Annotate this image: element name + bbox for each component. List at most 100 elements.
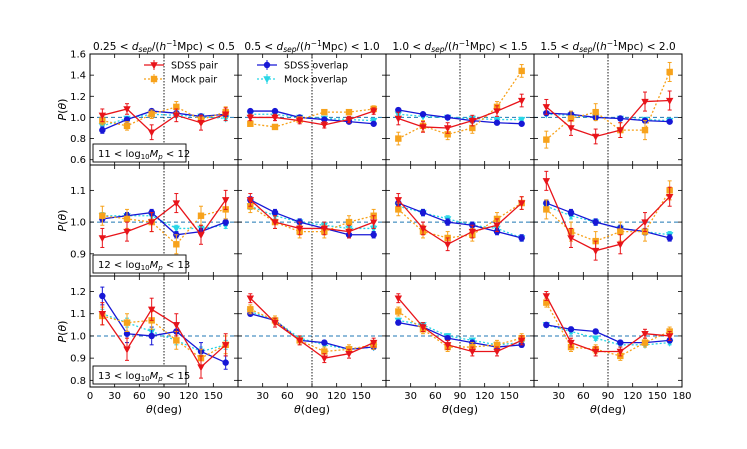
series-group xyxy=(542,170,674,261)
data-point xyxy=(173,103,180,111)
legend-marker xyxy=(150,75,158,83)
y-tick-label: 1.0 xyxy=(70,331,86,342)
data-point xyxy=(591,133,600,141)
data-point xyxy=(369,219,378,227)
series-line xyxy=(546,324,670,344)
data-point xyxy=(123,116,131,123)
data-point xyxy=(247,306,254,313)
x-axis-label: θ(deg) xyxy=(294,403,330,416)
data-point xyxy=(395,135,402,142)
data-point xyxy=(493,222,501,230)
series-line xyxy=(249,199,374,233)
data-point xyxy=(99,292,106,300)
row-label: 13 < log10Mp < 15 xyxy=(92,365,190,385)
y-tick-label: 1.0 xyxy=(70,218,86,229)
data-point xyxy=(246,197,255,205)
data-point xyxy=(493,119,501,126)
data-point xyxy=(444,131,451,138)
series-group xyxy=(98,101,230,141)
data-point xyxy=(444,334,451,342)
series-line xyxy=(545,302,670,357)
data-point xyxy=(394,197,403,205)
data-point xyxy=(98,311,107,318)
data-point xyxy=(517,200,526,208)
panel: 30 60 90 120 150 180 xyxy=(533,275,692,402)
data-point xyxy=(172,112,181,120)
legend-label: SDSS overlap xyxy=(284,61,348,72)
x-tick-label: 30 xyxy=(552,391,565,402)
data-point xyxy=(542,293,551,301)
series-group xyxy=(98,286,230,379)
data-point xyxy=(345,351,353,358)
data-point xyxy=(543,206,550,213)
series-group xyxy=(394,193,526,252)
series-line xyxy=(546,112,670,123)
data-point xyxy=(123,106,131,114)
data-point xyxy=(345,228,353,236)
x-tick-label: 150 xyxy=(352,391,371,402)
data-point xyxy=(246,295,255,303)
y-tick-label: 1.0 xyxy=(70,113,86,124)
data-point xyxy=(665,333,674,341)
series-line xyxy=(250,308,374,353)
series-line xyxy=(249,297,374,359)
panel: 30 60 90 120 150 xyxy=(237,275,387,402)
panel: 0.8 0.9 1.0 1.1 1.2 0 30 60 90 120 150 13 < log10Mp… xyxy=(70,275,239,402)
series-line xyxy=(250,110,374,125)
series-line xyxy=(102,315,226,359)
series-line xyxy=(250,108,374,128)
data-point xyxy=(617,339,624,346)
data-point xyxy=(493,341,501,349)
data-point xyxy=(247,107,254,115)
data-point xyxy=(99,212,106,219)
data-point xyxy=(666,68,673,76)
panel: 0.6 0.8 1.0 1.2 1.4 1.6 11 < log10Mp < 12 xyxy=(70,50,239,166)
data-point xyxy=(468,348,477,356)
series-group xyxy=(246,293,378,364)
panel xyxy=(385,164,535,277)
data-point xyxy=(592,108,599,116)
row-label-box xyxy=(92,365,187,385)
data-point xyxy=(567,339,575,347)
panel xyxy=(385,53,535,166)
y-tick-label: 1.2 xyxy=(70,287,86,298)
data-point xyxy=(419,111,427,118)
data-point xyxy=(395,308,402,315)
data-point xyxy=(543,321,550,329)
x-tick-label: 60 xyxy=(133,391,146,402)
panel xyxy=(237,164,387,277)
series-line xyxy=(250,205,374,230)
column-title: 1.0 < dsep/(h−1Mpc) < 1.5 xyxy=(392,39,527,54)
series-line xyxy=(546,202,670,239)
panel xyxy=(237,53,387,166)
x-tick-label: 90 xyxy=(306,391,319,402)
data-point xyxy=(468,117,477,125)
data-point xyxy=(370,231,377,238)
row-label-text: 11 < log10Mp < 12 xyxy=(98,149,190,161)
x-tick-label: 90 xyxy=(454,391,467,402)
data-point xyxy=(493,348,501,356)
series-line xyxy=(397,297,522,353)
data-point xyxy=(222,218,229,226)
x-axis-label: θ(deg) xyxy=(590,403,626,416)
x-tick-label: 180 xyxy=(672,391,691,402)
data-point xyxy=(493,108,501,116)
data-point xyxy=(369,339,378,347)
data-point xyxy=(469,124,476,132)
data-point xyxy=(247,120,254,127)
series-group xyxy=(394,64,526,146)
data-point xyxy=(543,136,550,143)
y-tick-label: 1.4 xyxy=(70,71,86,82)
series-line xyxy=(398,202,522,239)
row-label-text: 12 < log10Mp < 13 xyxy=(98,260,190,272)
data-point xyxy=(567,115,575,122)
y-axis-label: P(θ) xyxy=(56,321,69,343)
y-axis-label: P(θ) xyxy=(56,99,69,121)
data-point xyxy=(395,206,402,213)
data-point xyxy=(321,116,328,123)
data-point xyxy=(567,235,575,243)
y-tick-label: 0.8 xyxy=(70,134,86,145)
x-tick-label: 120 xyxy=(623,391,642,402)
data-point xyxy=(542,104,551,112)
series-line xyxy=(102,113,226,127)
